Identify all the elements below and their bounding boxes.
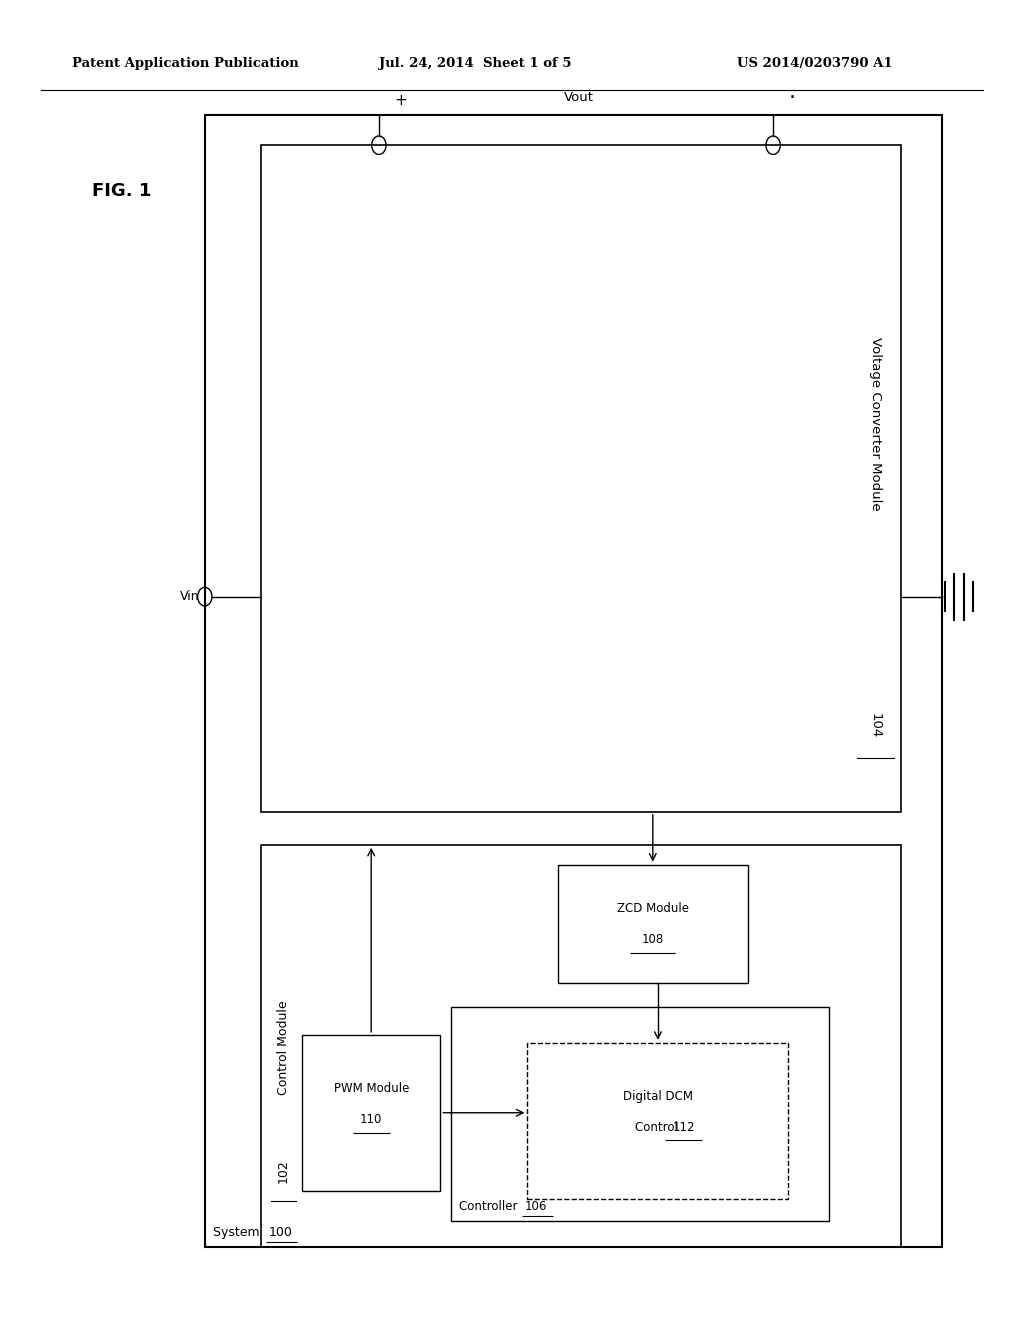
Text: Control Module: Control Module	[278, 997, 290, 1096]
Text: 112: 112	[673, 1121, 694, 1134]
Text: +: +	[394, 94, 407, 108]
Text: US 2014/0203790 A1: US 2014/0203790 A1	[737, 57, 893, 70]
Text: ZCD Module: ZCD Module	[616, 902, 689, 915]
Bar	[527, 1043, 788, 1199]
Text: FIG. 1: FIG. 1	[92, 182, 152, 201]
Text: 106: 106	[524, 1200, 547, 1213]
Bar	[261, 145, 901, 812]
Text: Digital DCM: Digital DCM	[623, 1090, 693, 1104]
Text: Patent Application Publication: Patent Application Publication	[72, 57, 298, 70]
Text: ·: ·	[788, 88, 796, 108]
Text: PWM Module: PWM Module	[334, 1082, 409, 1096]
Text: 102: 102	[278, 1160, 290, 1183]
Text: Jul. 24, 2014  Sheet 1 of 5: Jul. 24, 2014 Sheet 1 of 5	[379, 57, 571, 70]
Bar	[451, 1007, 829, 1221]
Text: Vin: Vin	[180, 590, 200, 603]
Text: System: System	[213, 1226, 263, 1239]
Bar	[558, 865, 748, 983]
Text: Vout: Vout	[563, 91, 594, 104]
Text: Controller: Controller	[459, 1200, 521, 1213]
Bar	[205, 115, 942, 1247]
Text: 110: 110	[360, 1113, 382, 1126]
Text: Control: Control	[635, 1121, 681, 1134]
Text: 100: 100	[268, 1226, 292, 1239]
Bar	[302, 1035, 440, 1191]
Text: 104: 104	[869, 713, 882, 739]
Text: 108: 108	[642, 933, 664, 946]
Text: Voltage Converter Module: Voltage Converter Module	[869, 337, 882, 515]
Bar	[261, 845, 901, 1247]
